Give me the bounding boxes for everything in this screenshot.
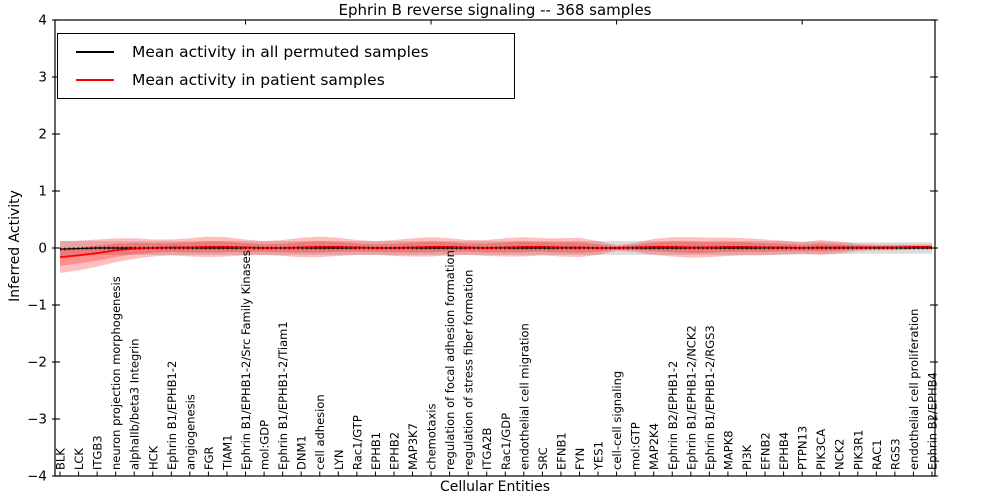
x-tick-label: EPHB4 — [777, 432, 791, 470]
y-tick-label: 4 — [38, 13, 47, 29]
x-tick-label: ITGA2B — [480, 427, 494, 470]
permuted-line-swatch — [76, 51, 114, 53]
legend: Mean activity in all permuted samples Me… — [57, 33, 515, 99]
x-tick-label: Ephrin B1/EPHB1-2 — [165, 361, 179, 470]
y-tick-label: −4 — [27, 469, 47, 485]
x-tick-label: Ephrin B1/EPHB1-2/RGS3 — [703, 325, 717, 470]
x-tick-label: cell adhesion — [313, 394, 327, 470]
x-axis-label: Cellular Entities — [439, 479, 551, 495]
chart-title: Ephrin B reverse signaling -- 368 sample… — [338, 1, 652, 19]
x-tick-label: LCK — [72, 448, 86, 470]
x-tick-label: MAPK8 — [721, 430, 735, 470]
x-tick-label: endothelial cell migration — [517, 323, 531, 470]
x-tick-label: EPHB2 — [387, 432, 401, 470]
y-axis-label: Inferred Activity — [7, 190, 23, 302]
x-tick-label: PTPN13 — [796, 426, 810, 470]
x-tick-label: FYN — [573, 448, 587, 470]
x-tick-label: cell-cell signaling — [610, 371, 624, 470]
x-tick-label: NCK2 — [833, 439, 847, 471]
x-tick-label: SRC — [536, 447, 550, 470]
x-tick-label: PI3K — [740, 444, 754, 470]
x-tick-label: PIK3R1 — [851, 430, 865, 471]
x-tick-label: MAP2K4 — [647, 423, 661, 470]
x-tick-label: LYN — [332, 449, 346, 470]
legend-item-patient: Mean activity in patient samples — [58, 67, 514, 93]
x-tick-label: angiogenesis — [183, 394, 197, 470]
x-tick-label: RGS3 — [888, 438, 902, 470]
x-tick-label: HCK — [146, 445, 160, 470]
patient-std-band-outer — [60, 236, 932, 274]
x-tick-label: Ephrin B2/EPHB4 — [926, 372, 940, 470]
patient-line-swatch — [76, 79, 114, 81]
x-tick-label: DNM1 — [295, 435, 309, 470]
y-tick-label: 3 — [38, 70, 47, 86]
x-tick-label: neuron projection morphogenesis — [109, 276, 123, 470]
x-tick-label: ITGB3 — [91, 435, 105, 470]
x-tick-label: EPHB1 — [369, 432, 383, 470]
x-tick-label: regulation of focal adhesion formation — [443, 250, 457, 470]
x-tick-label: TIAM1 — [220, 434, 234, 471]
x-tick-label: Ephrin B1/EPHB1-2/Src Family Kinases — [239, 250, 253, 470]
x-tick-label: mol:GDP — [258, 420, 272, 470]
x-tick-label: FGR — [202, 446, 216, 470]
x-tick-label: RAC1 — [870, 439, 884, 470]
x-tick-label: EFNB2 — [759, 432, 773, 470]
legend-item-permuted: Mean activity in all permuted samples — [58, 39, 514, 65]
x-tick-label: YES1 — [592, 441, 606, 471]
x-tick-label: PIK3CA — [814, 429, 828, 470]
x-tick-label: endothelial cell proliferation — [907, 309, 921, 470]
x-tick-label: Rac1/GDP — [499, 413, 513, 470]
y-tick-label: −2 — [27, 355, 47, 371]
x-tick-label: BLK — [54, 448, 68, 470]
x-tick-label: Ephrin B1/EPHB1-2/Tiam1 — [276, 321, 290, 470]
y-tick-label: 2 — [38, 127, 47, 143]
y-tick-label: −3 — [27, 412, 47, 428]
x-tick-label: Ephrin B1/EPHB1-2/NCK2 — [684, 325, 698, 470]
x-tick-label: alphaIIb/beta3 Integrin — [128, 338, 142, 470]
y-tick-label: 0 — [38, 241, 47, 257]
x-tick-label: chemotaxis — [425, 404, 439, 470]
y-tick-label: 1 — [38, 184, 47, 200]
x-tick-label: regulation of stress fiber formation — [462, 270, 476, 470]
x-tick-label: EFNB1 — [554, 432, 568, 470]
x-tick-label: Rac1/GTP — [350, 415, 364, 470]
y-tick-label: −1 — [27, 298, 47, 314]
x-tick-label: Ephrin B2/EPHB1-2 — [666, 361, 680, 470]
permuted-sample-markers — [59, 246, 932, 251]
legend-label-permuted: Mean activity in all permuted samples — [132, 43, 429, 61]
x-tick-label: mol:GTP — [629, 422, 643, 470]
x-tick-label: MAP3K7 — [406, 423, 420, 470]
legend-label-patient: Mean activity in patient samples — [132, 71, 385, 89]
